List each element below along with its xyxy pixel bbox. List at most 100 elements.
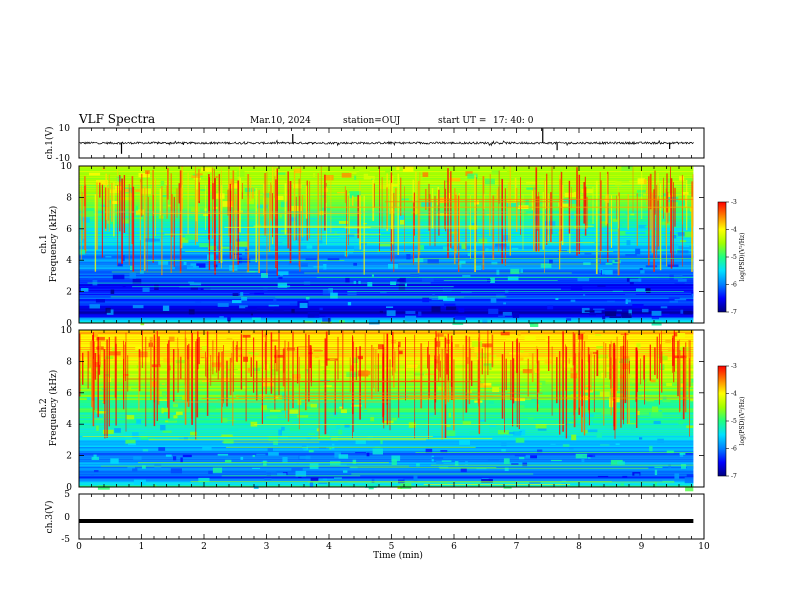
spectrogram-band	[79, 365, 694, 367]
spectrogram-patch	[617, 461, 625, 465]
spectrogram-patch	[491, 261, 498, 265]
spectrogram-band	[79, 209, 694, 211]
spectrogram-patch	[372, 448, 383, 455]
spectrogram-band	[79, 315, 694, 317]
spectrogram-patch	[310, 403, 318, 408]
spectrogram-patch	[117, 263, 123, 267]
spectrogram-patch	[386, 310, 396, 316]
spectrogram-patch	[660, 306, 668, 309]
spectrogram-patch	[385, 168, 391, 175]
spectrogram-patch	[505, 412, 514, 417]
time-tick-label: 9	[639, 542, 645, 552]
spectrogram-patch	[349, 191, 361, 197]
spectrogram-patch	[608, 229, 619, 231]
spectrogram-patch	[398, 479, 405, 484]
spectrogram-patch	[581, 459, 585, 463]
spectrogram-patch	[293, 385, 302, 390]
spectrogram-patch	[421, 230, 425, 232]
spectrogram-patch	[323, 188, 328, 192]
spectrogram-band	[79, 335, 694, 338]
spectrogram-patch	[154, 284, 159, 290]
spectrogram-band	[79, 482, 694, 484]
spectrogram-patch	[620, 483, 625, 487]
colorbar-tick-label: -5	[731, 418, 737, 425]
spectrogram-band	[79, 351, 694, 353]
spectrogram-patch	[525, 455, 531, 458]
spectrogram-patch	[668, 464, 671, 468]
spectrogram-patch	[570, 367, 574, 373]
spectrogram-band	[79, 218, 694, 221]
spectrogram-patch	[612, 218, 618, 222]
spectrogram-band	[79, 396, 694, 399]
spectrogram-patch	[621, 313, 632, 318]
spectrogram-patch	[346, 234, 355, 238]
spectrogram-patch	[359, 169, 370, 172]
spectrogram-patch	[190, 287, 198, 290]
spectrogram-patch	[690, 398, 694, 402]
spectrogram-band	[79, 305, 694, 307]
spectrogram-patch	[305, 403, 313, 407]
spectrogram-patch	[469, 212, 476, 216]
spectrogram-band	[79, 450, 694, 452]
spectrogram-patch	[520, 268, 523, 273]
spectrogram-patch	[691, 293, 694, 297]
spectrogram-patch	[201, 167, 212, 173]
spectrogram-band	[79, 227, 694, 230]
spectrogram-patch	[291, 217, 297, 222]
spectrogram-patch	[232, 373, 236, 375]
spectrogram-band	[79, 202, 694, 204]
spectrogram-patch	[371, 478, 375, 483]
spectrogram-patch	[448, 193, 452, 199]
colorbar-scale	[717, 365, 727, 477]
spectrogram-patch	[297, 346, 308, 349]
spectrogram-band	[79, 419, 694, 421]
spectrogram-patch	[446, 430, 456, 437]
spectrogram-patch	[299, 302, 308, 308]
spectrogram-band	[79, 275, 694, 278]
spectrogram-band	[79, 462, 694, 464]
spectrogram-band	[79, 361, 694, 363]
spectrogram-patch	[334, 230, 337, 235]
spectrogram-patch	[151, 238, 160, 242]
spectrogram-patch	[647, 366, 659, 369]
spectrogram-patch	[454, 344, 460, 349]
spectrogram-patch	[677, 232, 686, 236]
spectrogram-patch	[504, 265, 511, 267]
spectrogram-patch	[306, 243, 313, 249]
time-axis-tick-labels: 0 1 2 3 4 5 6 7 8 9 10	[76, 542, 710, 552]
spectrogram-band	[79, 485, 694, 487]
spectrogram-patch	[662, 313, 670, 316]
spectrogram-patch	[471, 223, 475, 226]
spectrogram-band	[79, 190, 694, 192]
spectrogram-patch	[571, 434, 577, 441]
colorbar-tick-label: -6	[731, 282, 737, 289]
spectrogram-patch	[515, 405, 525, 408]
spectrogram-patch	[219, 316, 224, 318]
spectrogram-patch	[413, 475, 418, 482]
spectrogram-patch	[584, 335, 588, 341]
spectrogram-patch	[112, 346, 115, 352]
spectrogram-patch	[615, 379, 621, 381]
spectrogram-patch	[378, 344, 384, 350]
spectrogram-band	[79, 197, 694, 199]
spectrogram-band	[79, 252, 694, 254]
spectrogram-patch	[680, 309, 684, 314]
spectrogram-patch	[471, 341, 483, 347]
spectrogram-patch	[637, 410, 640, 415]
spectrogram-band	[79, 247, 694, 249]
spectrogram-patch	[241, 297, 248, 301]
ch1-colorbar: -3 -4 -5 -6 -7 log(PSD)(V²/Hz)	[717, 199, 746, 316]
spectrogram-patch	[292, 237, 304, 242]
spectrogram-patch	[355, 452, 366, 454]
colorbar-tick-label: -5	[731, 254, 737, 261]
spectrogram-patch	[279, 302, 290, 305]
spectrogram-patch	[282, 240, 292, 245]
time-tick-label: 7	[514, 542, 520, 552]
spectrogram-patch	[550, 443, 556, 445]
spectrogram-band	[79, 267, 694, 269]
spectrogram-patch	[349, 171, 357, 174]
spectrogram-patch	[324, 175, 334, 181]
spectrogram-patch	[305, 258, 317, 261]
spectrogram-patch	[371, 274, 374, 277]
spectrogram-patch	[669, 300, 678, 303]
